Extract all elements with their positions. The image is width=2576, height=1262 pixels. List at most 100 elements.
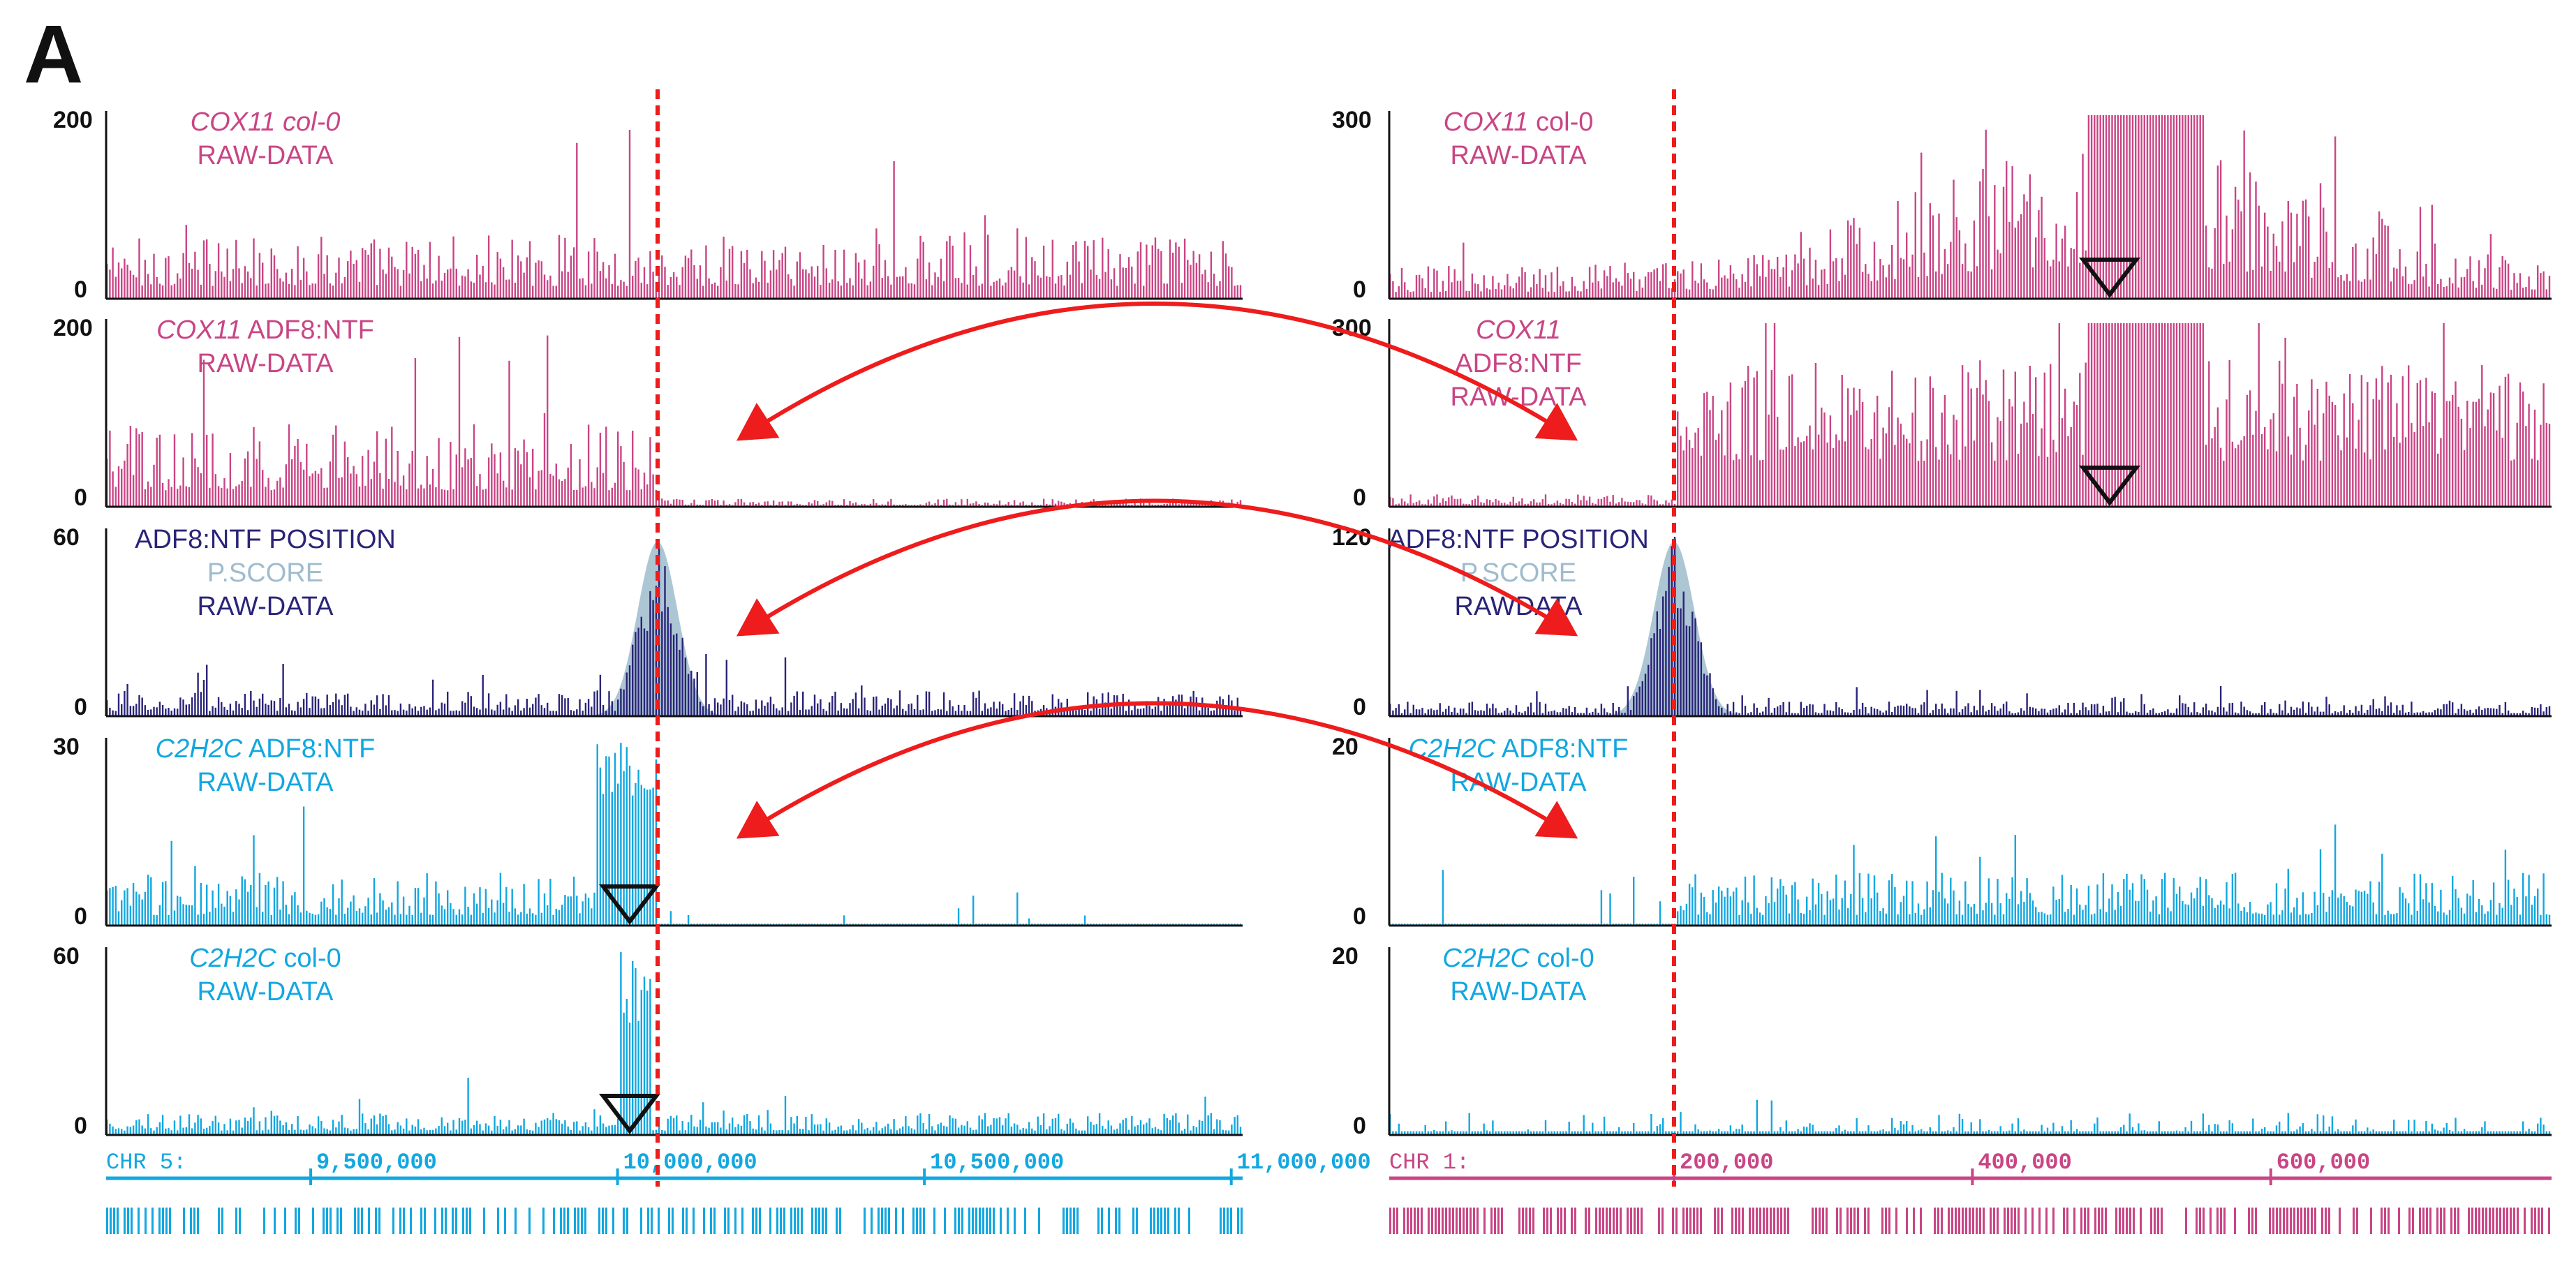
data-bar [1028,284,1030,299]
data-bar [2323,413,2325,507]
data-bar [2431,712,2433,716]
data-bar [1060,275,1063,299]
data-bar [919,1113,921,1135]
data-bar [942,692,945,716]
data-bar [1500,1131,1503,1135]
data-bar [2428,1131,2430,1135]
red-double-arrow [736,701,1578,839]
data-bar [1081,708,1083,716]
data-bar [2422,276,2425,299]
data-bar [399,285,402,299]
data-bar [373,704,376,716]
gene-mark [783,1208,785,1234]
gene-mark [466,1208,468,1234]
data-bar [121,468,123,507]
data-bar [1817,883,1820,926]
data-bar [2393,914,2395,926]
gene-mark [2011,1208,2013,1234]
data-bar [1879,911,1881,926]
data-bar [2440,438,2442,507]
data-bar [528,477,531,507]
data-bar [1548,711,1550,716]
data-bar [385,438,387,507]
data-bar [781,501,783,507]
data-bar [1638,1131,1641,1135]
data-bar [1703,1131,1705,1135]
data-bar [831,279,834,299]
data-bar [1685,426,1688,507]
data-bar [984,215,986,299]
data-bar [1568,706,1570,716]
gene-mark [2185,1208,2187,1234]
data-bar [998,701,1001,716]
data-bar [241,1127,243,1135]
data-bar [200,692,202,716]
data-bar [1692,1131,1694,1135]
data-bar [1468,504,1470,507]
data-bar [1732,460,1735,507]
data-bar [922,1122,924,1135]
data-bar [2234,873,2237,926]
gene-mark [1616,1208,1618,1234]
data-bar [499,452,502,507]
data-bar [1835,701,1837,716]
data-bar [338,477,340,507]
gene-mark [2475,1208,2477,1234]
data-bar [623,461,625,507]
gene-mark [2429,1208,2431,1234]
data-bar [1042,1113,1045,1135]
gene-mark [1969,1208,1971,1234]
data-bar [2129,1113,2131,1135]
data-bar [1665,591,1667,716]
data-bar [1944,248,1946,299]
data-bar [1157,1129,1160,1135]
data-bar [1553,1131,1555,1135]
gene-mark [2381,1208,2383,1234]
data-bar [138,695,140,716]
data-bar [1192,1126,1194,1135]
data-bar [2308,914,2310,926]
data-bar [2202,115,2205,299]
data-bar [505,487,508,507]
data-bar [112,471,114,507]
data-bar [2363,891,2366,926]
data-bar [2064,1131,2066,1135]
data-bar [1900,423,1902,507]
data-bar [2507,263,2510,299]
data-bar [265,704,267,716]
data-bar [517,914,519,926]
data-bar [385,274,387,299]
data-bar [2443,287,2445,299]
data-bar [1838,707,1840,716]
data-bar [781,1130,783,1135]
data-bar [831,696,834,716]
gene-mark [399,1208,401,1234]
data-bar [124,690,126,716]
data-bar [696,279,698,299]
data-bar [2035,708,2037,716]
data-bar [1656,500,1658,507]
data-bar [825,1118,827,1135]
data-bar [2272,413,2274,507]
gene-mark [1407,1208,1409,1234]
gene-mark [1990,1208,1992,1234]
data-bar [679,649,681,716]
data-bar [2381,854,2383,926]
data-bar [928,1114,931,1135]
data-bar [1917,713,1920,716]
data-bar [1791,270,1793,299]
data-bar [2058,323,2060,507]
data-bar [1571,502,1574,507]
data-bar [1917,461,1920,507]
data-bar [382,1116,384,1135]
data-bar [499,258,502,299]
data-bar [591,706,593,716]
data-bar [197,467,199,507]
data-bar [1444,500,1447,507]
data-bar [129,426,132,507]
data-bar [514,283,517,299]
data-bar [1982,910,1984,926]
data-bar [1629,279,1632,299]
data-bar [813,500,816,507]
data-bar [2170,323,2172,507]
